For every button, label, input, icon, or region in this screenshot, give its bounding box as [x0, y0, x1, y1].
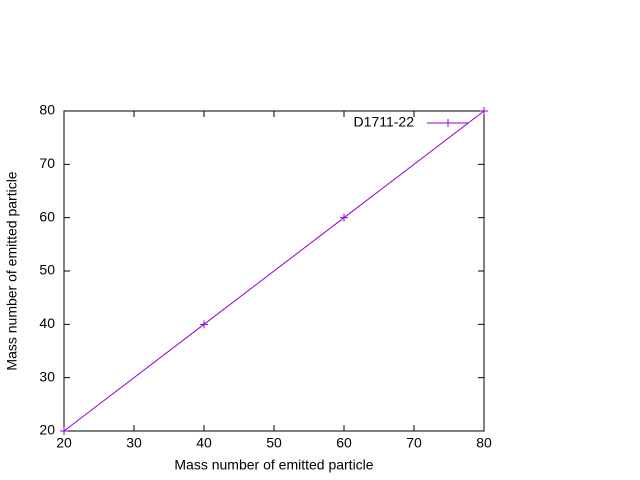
y-axis-label: Mass number of emitted particle: [4, 171, 20, 370]
point: [60, 427, 68, 435]
y-tick-label: 70: [39, 155, 55, 171]
point: [340, 213, 348, 222]
y-tick-label: 50: [39, 262, 55, 278]
y-tick-label: 80: [39, 102, 55, 118]
legend-label: D1711-22: [354, 114, 415, 130]
y-tick-label: 40: [39, 315, 55, 331]
point: [480, 107, 488, 115]
x-tick-label: 80: [476, 435, 492, 451]
series-line: [63, 110, 485, 432]
x-tick-label: 70: [406, 435, 422, 451]
y-tick-label: 30: [39, 368, 55, 384]
y-tick-label: 20: [39, 422, 55, 438]
x-tick-label: 50: [266, 435, 282, 451]
x-tick-label: 20: [56, 435, 72, 451]
x-tick-label: 40: [196, 435, 212, 451]
y-tick-label: 60: [39, 208, 55, 224]
x-tick-label: 30: [126, 435, 142, 451]
point: [200, 320, 208, 329]
legend-marker: [444, 119, 452, 127]
x-tick-label: 60: [336, 435, 352, 451]
x-axis-label: Mass number of emitted particle: [174, 457, 373, 473]
